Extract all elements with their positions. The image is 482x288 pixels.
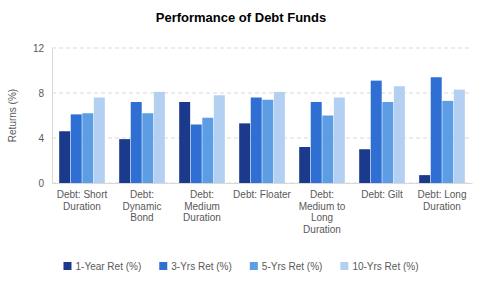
legend: 1-Year Ret (%) 3-Yrs Ret (%) 5-Yrs Ret (%)…: [63, 261, 418, 272]
x-tick-label-line: Long: [311, 212, 333, 223]
legend-item: 1-Year Ret (%): [63, 261, 141, 272]
x-tick-label-line: Debt: Floater: [233, 189, 291, 200]
x-tick-label-line: Duration: [63, 201, 101, 212]
grid-line: [52, 48, 472, 49]
x-tick: Debt: Floater: [233, 183, 291, 200]
bar: [419, 175, 430, 183]
bar: [442, 101, 453, 183]
x-tick-label-line: Dynamic: [123, 201, 162, 212]
legend-swatch: [250, 262, 258, 270]
bar: [202, 118, 213, 183]
legend-item: 5-Yrs Ret (%): [250, 261, 323, 272]
bar: [334, 98, 345, 184]
bar: [119, 139, 130, 183]
bar: [191, 125, 202, 184]
legend-label: 10-Yrs Ret (%): [352, 261, 418, 272]
y-tick-label: 4: [38, 133, 44, 144]
y-axis-title: Returns (%): [7, 89, 18, 142]
legend-item: 10-Yrs Ret (%): [340, 261, 418, 272]
x-tick-label-line: Debt:: [130, 189, 154, 200]
x-tick-label-line: Debt: Short: [57, 189, 108, 200]
bar: [262, 100, 273, 183]
x-tick-label-line: Duration: [303, 224, 341, 235]
x-tick-label-line: Debt: Long: [418, 189, 467, 200]
bar: [311, 102, 322, 183]
x-tick: Debt: LongDuration: [418, 183, 467, 212]
bar: [454, 90, 465, 183]
bar: [239, 123, 250, 183]
x-tick-label: Debt: Gilt: [361, 189, 403, 200]
x-tick: Debt: Gilt: [361, 183, 403, 200]
bars: [59, 77, 465, 183]
grid: [52, 48, 472, 183]
x-tick-label-line: Duration: [183, 212, 221, 223]
legend-item: 3-Yrs Ret (%): [159, 261, 232, 272]
legend-label: 3-Yrs Ret (%): [171, 261, 232, 272]
legend-swatch: [159, 262, 167, 270]
bar: [214, 95, 225, 183]
legend-label: 1-Year Ret (%): [75, 261, 141, 272]
x-tick-label-line: Bond: [130, 212, 153, 223]
x-tick: Debt: ShortDuration: [57, 183, 108, 212]
y-tick-label: 8: [38, 88, 44, 99]
x-tick-label: Debt:MediumDuration: [183, 189, 221, 223]
y-axis-line: [52, 49, 53, 184]
x-tick-label: Debt: LongDuration: [418, 189, 467, 212]
bar: [154, 92, 165, 183]
bar: [251, 98, 262, 184]
x-axis-line: [53, 183, 473, 184]
x-tick-label-line: Debt:: [310, 189, 334, 200]
bar: [299, 147, 310, 183]
x-axis: Debt: ShortDurationDebt:DynamicBondDebt:…: [53, 183, 473, 235]
bar: [59, 131, 70, 183]
bar: [142, 113, 153, 183]
x-tick: Debt:Medium toLongDuration: [299, 183, 346, 235]
grid-line: [52, 183, 472, 184]
bar: [431, 77, 442, 183]
y-tick-label: 12: [33, 43, 45, 54]
y-axis: 0 4 8 12: [33, 43, 53, 189]
x-tick: Debt:DynamicBond: [123, 183, 162, 223]
legend-label: 5-Yrs Ret (%): [262, 261, 323, 272]
x-tick-label-line: Debt:: [190, 189, 214, 200]
bar: [382, 102, 393, 183]
bar: [394, 86, 405, 183]
x-tick-label-line: Medium to: [299, 201, 346, 212]
x-tick-label: Debt:DynamicBond: [123, 189, 162, 223]
y-tick-label: 0: [38, 178, 44, 189]
y-tick: 12: [33, 43, 52, 54]
x-tick-label: Debt:Medium toLongDuration: [299, 189, 346, 235]
x-tick-label-line: Medium: [184, 201, 220, 212]
bar: [94, 98, 105, 184]
bar: [371, 81, 382, 183]
bar: [322, 116, 333, 184]
y-tick: 4: [38, 133, 52, 144]
bar: [179, 102, 190, 183]
legend-swatch: [63, 262, 71, 270]
x-tick-label-line: Duration: [423, 201, 461, 212]
bar: [82, 113, 93, 183]
plot: 04812Debt: ShortDurationDebt:DynamicBond…: [33, 43, 473, 235]
bar: [71, 114, 82, 183]
series: [94, 86, 465, 183]
x-tick: Debt:MediumDuration: [183, 183, 221, 223]
grid-line: [52, 138, 472, 139]
bar: [131, 102, 142, 183]
y-tick: 0: [38, 178, 52, 189]
bar: [274, 92, 285, 183]
x-tick-label-line: Debt: Gilt: [361, 189, 403, 200]
bar: [359, 149, 370, 183]
legend-swatch: [340, 262, 348, 270]
x-tick-label: Debt: ShortDuration: [57, 189, 108, 212]
x-tick-label: Debt: Floater: [233, 189, 291, 200]
grid-line: [52, 93, 472, 94]
chart: Performance of Debt Funds 0 4 8 12 Debt: Shor…: [0, 0, 482, 288]
y-tick: 8: [38, 88, 52, 99]
title: Performance of Debt Funds: [156, 10, 326, 25]
series: [71, 77, 442, 183]
